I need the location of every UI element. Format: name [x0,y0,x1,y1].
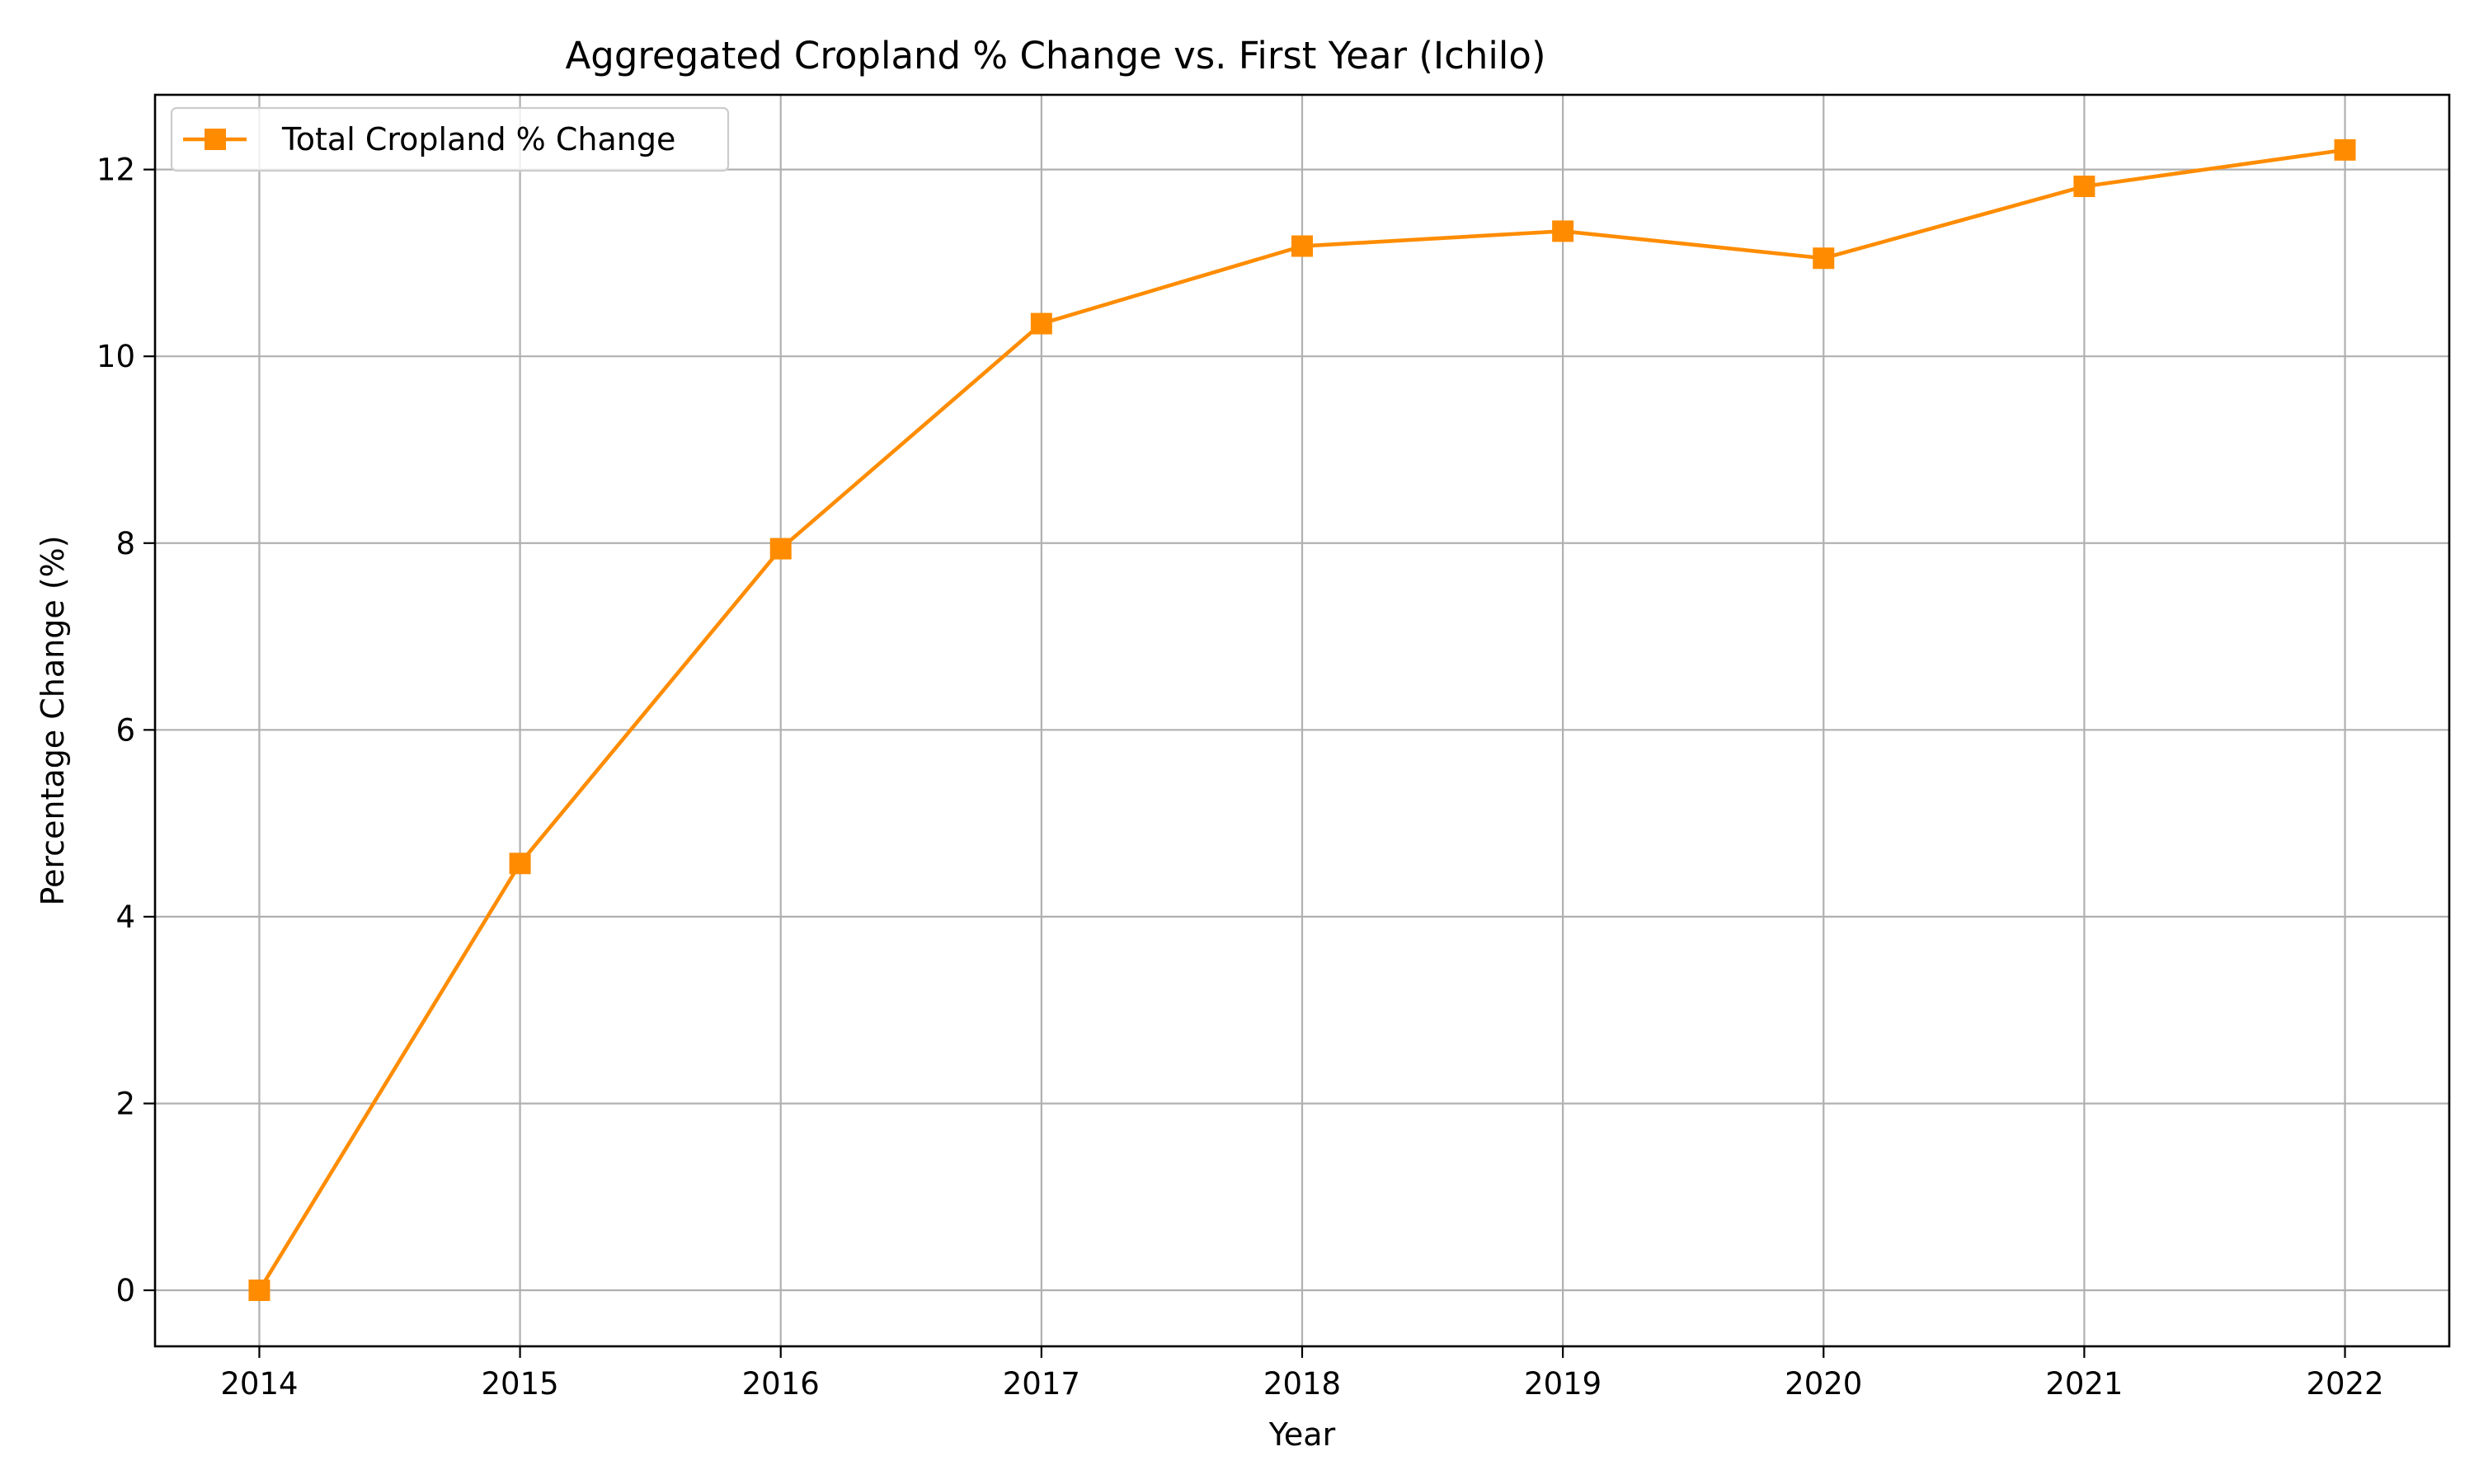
x-tick-label: 2019 [1524,1366,1602,1402]
data-point-marker [2334,139,2356,161]
y-tick-label: 10 [96,339,135,374]
x-tick-label: 2018 [1263,1366,1341,1402]
chart-title: Aggregated Cropland % Change vs. First Y… [565,34,1545,77]
y-tick-label: 6 [115,712,135,748]
x-tick-label: 2022 [2306,1366,2383,1402]
plot-frame [153,93,2451,1348]
y-tick-label: 8 [115,526,135,561]
legend: Total Cropland % Change [170,106,730,172]
y-tick-label: 0 [115,1273,135,1308]
ticks-layer: 2014 2015 2016 2017 2018 2019 2020 2021 2022 0 2 4 6… [96,153,2384,1402]
legend-box [170,106,730,172]
data-point-marker [1552,220,1574,242]
grid-layer [155,95,2449,1346]
data-point-marker [1291,235,1313,257]
y-tick-label: 4 [115,899,135,935]
data-point-marker [509,852,531,875]
x-tick-label: 2014 [220,1366,298,1402]
y-axis-label: Percentage Change (%) [35,535,71,905]
y-tick-label: 12 [96,153,135,188]
x-tick-label: 2021 [2045,1366,2123,1402]
data-point-marker [769,538,792,560]
data-point-marker [2073,176,2095,198]
series-layer [248,139,2356,1302]
data-point-marker [1030,312,1052,335]
legend-square-marker [205,129,226,150]
data-point-marker [248,1280,270,1302]
x-axis-label: Year [1268,1416,1336,1453]
x-tick-label: 2020 [1785,1366,1862,1402]
x-tick-label: 2015 [482,1366,559,1402]
x-tick-label: 2016 [742,1366,820,1402]
data-point-marker [1813,247,1835,270]
y-tick-label: 2 [115,1086,135,1121]
x-tick-label: 2017 [1003,1366,1080,1402]
legend-entry-label: Total Cropland % Change [281,121,675,157]
